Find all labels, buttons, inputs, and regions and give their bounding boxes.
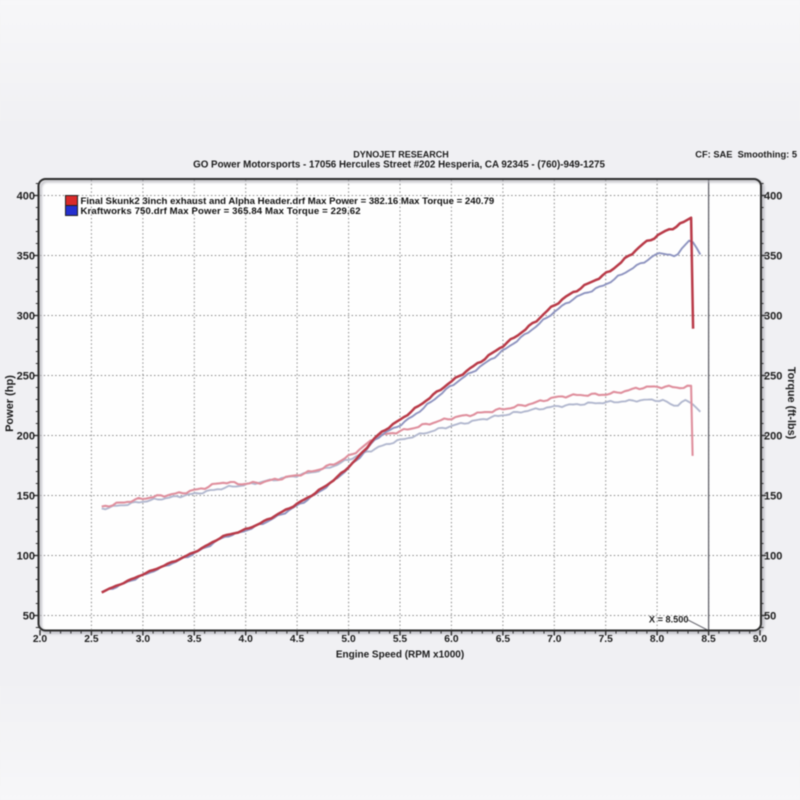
- svg-text:7.5: 7.5: [599, 634, 614, 645]
- svg-text:2.5: 2.5: [84, 634, 99, 645]
- svg-text:4.5: 4.5: [290, 634, 305, 645]
- svg-text:250: 250: [17, 371, 35, 383]
- svg-text:5.5: 5.5: [393, 634, 408, 645]
- svg-text:7.0: 7.0: [547, 634, 562, 645]
- svg-text:150: 150: [764, 491, 782, 503]
- svg-text:2.0: 2.0: [33, 634, 48, 645]
- svg-text:150: 150: [17, 491, 35, 503]
- svg-text:Final Skunk2 3inch exhaust and: Final Skunk2 3inch exhaust and Alpha Hea…: [81, 196, 495, 207]
- svg-text:GO Power Motorsports - 17056 H: GO Power Motorsports - 17056 Hercules St…: [193, 160, 605, 171]
- svg-text:8.5: 8.5: [701, 634, 716, 645]
- svg-text:CF: SAE Smoothing: 5: CF: SAE Smoothing: 5: [695, 150, 797, 160]
- svg-text:Power (hp): Power (hp): [4, 375, 16, 432]
- svg-text:300: 300: [764, 311, 782, 323]
- svg-text:4.0: 4.0: [239, 634, 254, 645]
- svg-text:3.5: 3.5: [187, 634, 202, 645]
- svg-text:6.0: 6.0: [444, 634, 459, 645]
- svg-text:350: 350: [764, 251, 782, 263]
- svg-text:Kraftworks 750.drf Max Power =: Kraftworks 750.drf Max Power = 365.84 Ma…: [81, 206, 361, 217]
- svg-text:X = 8.500: X = 8.500: [649, 615, 689, 625]
- svg-text:200: 200: [17, 431, 35, 443]
- svg-text:6.5: 6.5: [496, 634, 511, 645]
- svg-text:250: 250: [764, 371, 782, 383]
- svg-text:400: 400: [764, 191, 782, 203]
- svg-text:100: 100: [17, 551, 35, 563]
- svg-text:8.0: 8.0: [650, 634, 665, 645]
- svg-text:5.0: 5.0: [341, 634, 356, 645]
- svg-text:Torque (ft-lbs): Torque (ft-lbs): [785, 367, 797, 440]
- svg-text:300: 300: [17, 311, 35, 323]
- svg-text:9.0: 9.0: [753, 634, 768, 645]
- svg-text:100: 100: [764, 551, 782, 563]
- svg-text:350: 350: [17, 251, 35, 263]
- svg-text:3.0: 3.0: [136, 634, 151, 645]
- svg-text:Engine Speed (RPM x1000): Engine Speed (RPM x1000): [336, 650, 464, 661]
- svg-text:400: 400: [17, 191, 35, 203]
- svg-text:50: 50: [23, 611, 35, 623]
- svg-text:200: 200: [764, 431, 782, 443]
- svg-text:50: 50: [764, 611, 776, 623]
- svg-text:DYNOJET RESEARCH: DYNOJET RESEARCH: [353, 150, 449, 160]
